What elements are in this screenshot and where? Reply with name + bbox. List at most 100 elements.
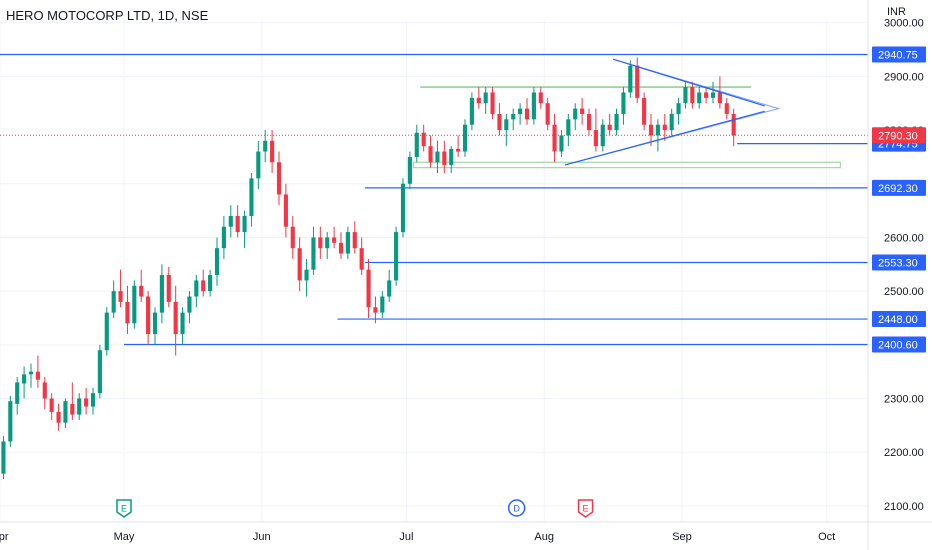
candle-body [297, 248, 302, 281]
x-tick-label: Sep [672, 531, 692, 543]
candle-body [559, 135, 564, 152]
candle-body [387, 280, 392, 297]
candle-body [724, 103, 729, 114]
event-marker-earnings [116, 499, 132, 518]
x-tick-label: Oct [818, 531, 835, 543]
candle-body [435, 151, 440, 163]
candle-body [235, 215, 240, 233]
event-marker-label: D [513, 504, 520, 514]
candle-body [442, 151, 447, 165]
candle-body [717, 92, 722, 104]
candle-body [228, 215, 233, 227]
candle-body [97, 350, 102, 394]
candle-body [304, 269, 309, 281]
current-price-tag-box [872, 127, 926, 144]
candle-body [373, 307, 378, 313]
candle-body [187, 296, 192, 313]
support-zone [412, 161, 842, 169]
candle-body [338, 242, 344, 254]
candle-body [456, 148, 461, 152]
candle-body [580, 108, 585, 114]
candle-body [173, 301, 178, 335]
candle-body [710, 92, 716, 98]
candle-body [421, 132, 426, 147]
candle-body [690, 87, 695, 104]
candle-body [276, 162, 282, 195]
candle-body [566, 119, 571, 136]
candle-body [545, 103, 550, 125]
y-tick-label: 2500.00 [884, 286, 924, 298]
candle-body [621, 92, 626, 114]
level-tag-label: 2692.30 [878, 183, 918, 195]
candle-body [22, 374, 27, 384]
candle-body [352, 232, 357, 249]
candle-body [704, 92, 709, 98]
y-tick-label: 3000.00 [884, 18, 924, 30]
level-tag-box [872, 311, 926, 328]
y-tick-label: 2200.00 [884, 447, 924, 459]
candle-body [490, 92, 495, 114]
candle-body [531, 92, 536, 120]
candle-body [593, 130, 598, 147]
candle-body [483, 92, 488, 104]
candle-body [201, 280, 206, 292]
candle-body [111, 291, 116, 313]
candle-body [263, 140, 268, 152]
candle-body [283, 194, 288, 227]
candle-body [607, 124, 612, 131]
candle-body [332, 237, 337, 243]
x-tick-label: Apr [0, 531, 9, 543]
candle-body [8, 401, 13, 442]
candle-body [538, 92, 543, 104]
currency-label: INR [887, 6, 906, 18]
candle-body [56, 411, 61, 423]
candle-body [104, 312, 109, 351]
candle-body [35, 371, 40, 380]
candle-body [697, 92, 702, 104]
level-tag-box [872, 336, 926, 353]
candle-body [380, 296, 385, 313]
triangle-outline [564, 58, 781, 166]
candle-body [400, 183, 406, 233]
candle-body [194, 280, 199, 297]
candle-body [635, 65, 640, 98]
candle-body [414, 132, 419, 157]
candle-body [77, 398, 82, 415]
event-marker-earnings [577, 499, 594, 518]
candle-body [270, 140, 275, 163]
candle-body [476, 97, 481, 104]
candle-body [504, 119, 509, 131]
current-price-tag-label: 2790.30 [878, 130, 918, 142]
candle-body [249, 178, 254, 216]
x-tick-label: Aug [534, 531, 554, 543]
candle-body [428, 146, 433, 163]
candle-body [242, 215, 247, 233]
candle-body [600, 124, 605, 147]
level-tag-label: 2940.75 [878, 49, 918, 61]
candle-body [318, 237, 323, 249]
candle-body [84, 398, 89, 407]
candle-body [159, 275, 164, 313]
candle-body [573, 108, 578, 120]
candle-body [152, 312, 158, 335]
candle-body [118, 291, 123, 302]
y-tick-label: 2100.00 [884, 501, 924, 513]
candle-body [655, 124, 660, 136]
candle-body [662, 124, 667, 131]
candle-body [642, 97, 647, 125]
candle-body [49, 398, 54, 412]
candle-body [683, 87, 688, 104]
candle-body [139, 285, 144, 297]
y-tick-label: 2900.00 [884, 71, 924, 83]
event-marker-label: E [583, 504, 589, 514]
candle-body [511, 113, 516, 120]
x-tick-label: Jul [399, 531, 413, 543]
candle-body [290, 226, 295, 249]
candle-body [669, 113, 674, 131]
candle-body [325, 237, 330, 249]
level-tag-box [872, 46, 926, 63]
event-marker-dividend [507, 499, 526, 517]
candle-body [462, 124, 468, 152]
candle-body [394, 232, 399, 281]
